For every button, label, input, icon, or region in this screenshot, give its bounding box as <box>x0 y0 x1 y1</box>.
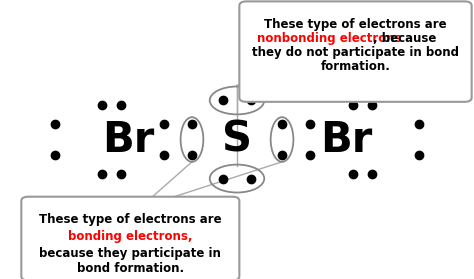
Text: , because: , because <box>373 32 436 45</box>
FancyBboxPatch shape <box>21 197 239 279</box>
FancyBboxPatch shape <box>239 1 472 102</box>
Text: bonding electrons,: bonding electrons, <box>68 230 192 243</box>
Text: Br: Br <box>320 119 372 160</box>
Text: S: S <box>222 119 252 160</box>
Text: formation.: formation. <box>320 60 391 73</box>
Text: Br: Br <box>102 119 154 160</box>
Text: they do not participate in bond: they do not participate in bond <box>252 46 459 59</box>
Text: bond formation.: bond formation. <box>77 262 184 275</box>
Text: These type of electrons are: These type of electrons are <box>39 213 222 227</box>
Text: These type of electrons are: These type of electrons are <box>264 18 447 31</box>
Text: because they participate in: because they participate in <box>39 247 221 260</box>
Text: nonbonding electrons: nonbonding electrons <box>257 32 402 45</box>
